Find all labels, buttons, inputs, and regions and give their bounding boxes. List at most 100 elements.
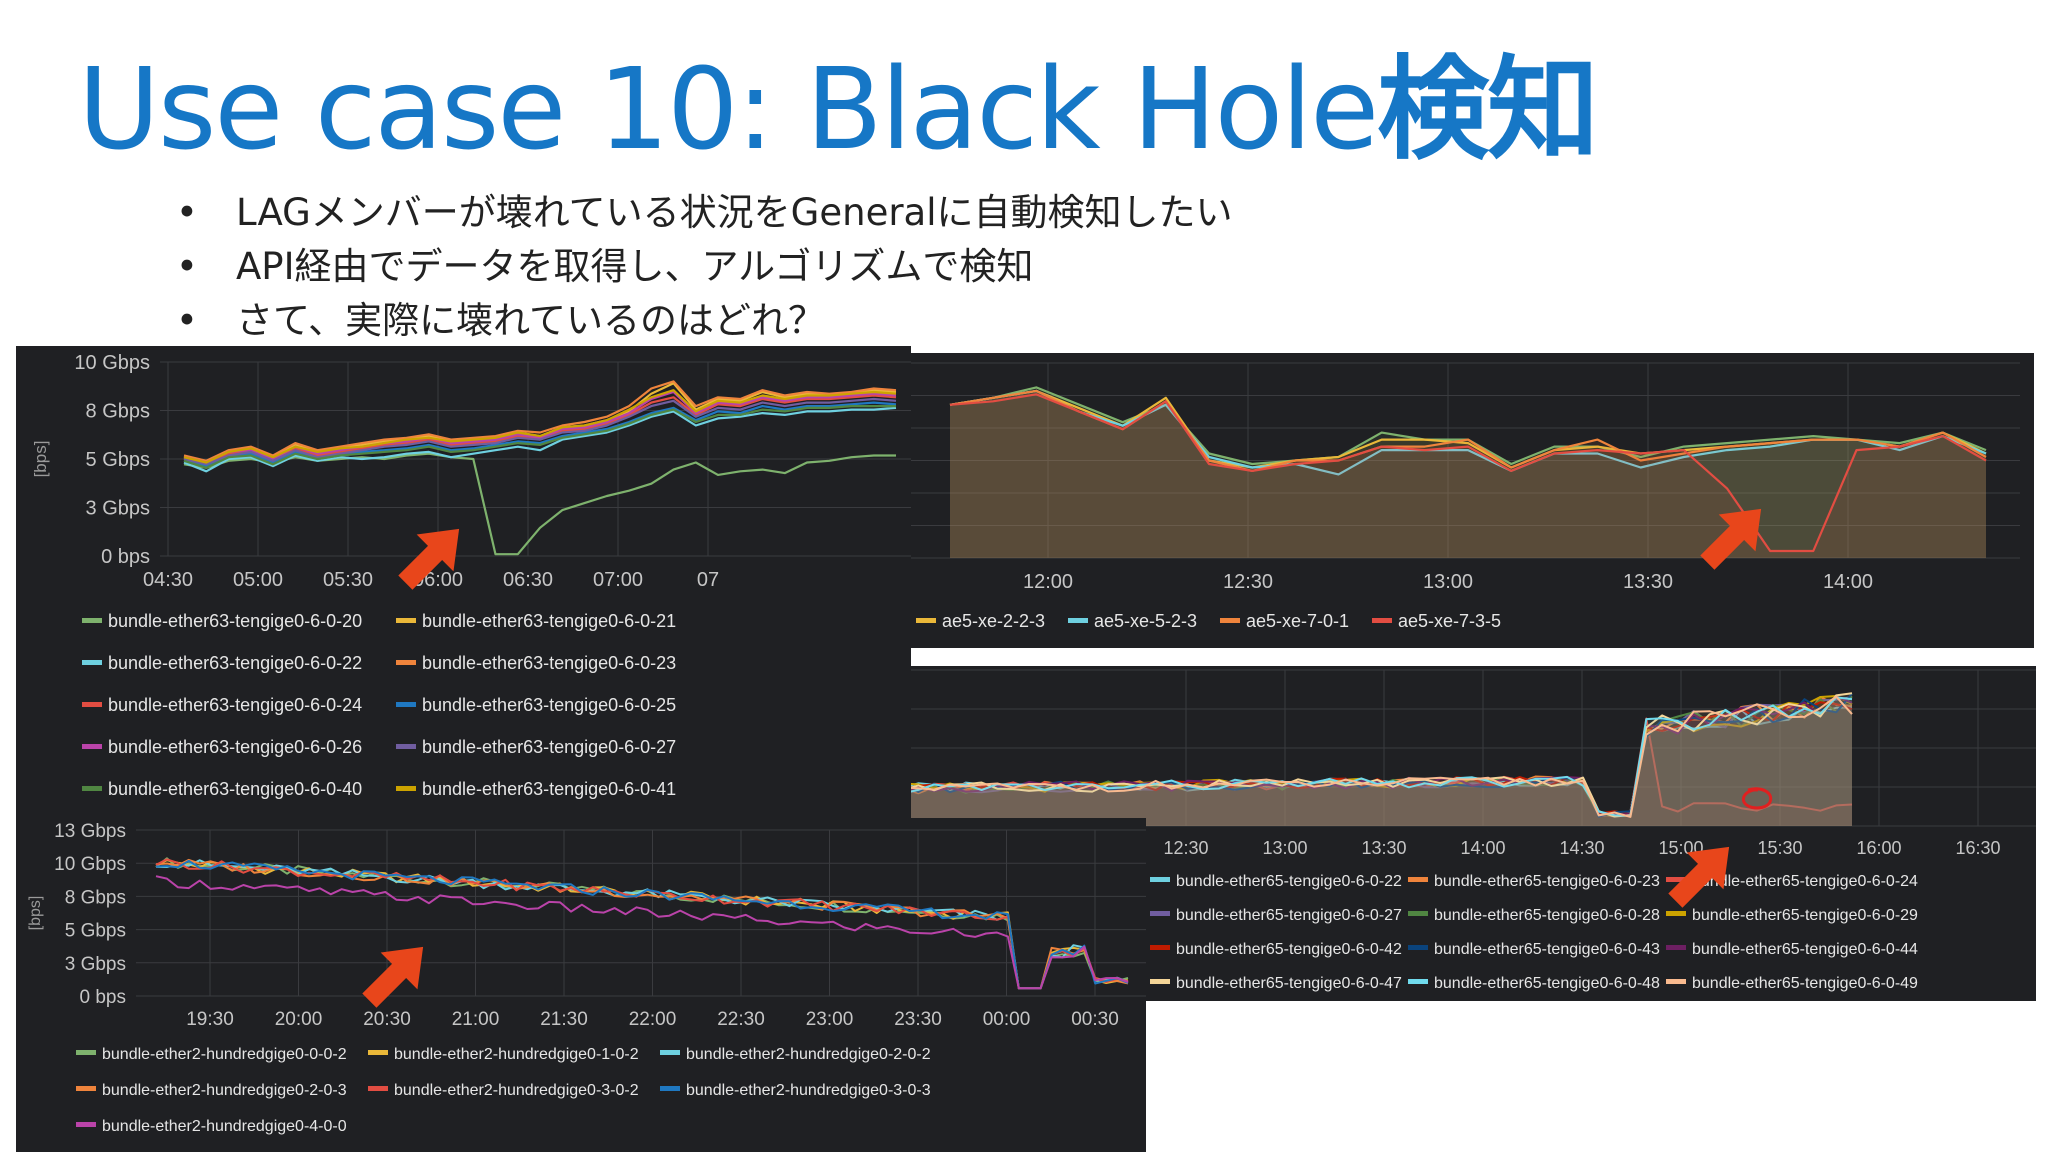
chart-panel-bottom-left: 13 Gbps 10 Gbps 8 Gbps 5 Gbps 3 Gbps 0 bps 19:… [16, 818, 1146, 1152]
legend-item: bundle-ether2-hundredgige0-3-0-3 [660, 1082, 931, 1099]
legend-item: bundle-ether65-tengige0-6-0-29 [1666, 907, 1918, 924]
legend-label: bundle-ether2-hundredgige0-3-0-3 [686, 1082, 931, 1099]
legend-item: bundle-ether65-tengige0-6-0-44 [1666, 941, 1918, 958]
legend-label: ae5-xe-7-0-1 [1246, 611, 1349, 631]
legend-label: bundle-ether65-tengige0-6-0-42 [1176, 941, 1402, 958]
series-line [183, 389, 897, 464]
x-tick-label: 00:00 [983, 1009, 1031, 1030]
legend-label: ae5-xe-2-2-3 [942, 611, 1045, 631]
legend-item: bundle-ether63-tengige0-6-0-21 [396, 611, 676, 631]
legend-label: bundle-ether63-tengige0-6-0-22 [108, 653, 362, 673]
x-tick-label: 22:30 [717, 1009, 765, 1030]
legend-swatch [1220, 618, 1240, 623]
legend-swatch [1408, 979, 1428, 984]
x-tick-label: 05:30 [323, 569, 373, 591]
x-tick-label: 14:30 [1559, 838, 1604, 858]
legend-item: bundle-ether2-hundredgige0-0-0-2 [76, 1046, 347, 1063]
legend-label: bundle-ether65-tengige0-6-0-43 [1434, 941, 1660, 958]
legend-label: bundle-ether2-hundredgige0-4-0-0 [102, 1118, 347, 1135]
legend-item: bundle-ether63-tengige0-6-0-40 [82, 779, 362, 799]
series-line [949, 393, 1987, 553]
x-tick-label: 21:00 [452, 1009, 500, 1030]
legend-label: bundle-ether65-tengige0-6-0-44 [1692, 941, 1918, 958]
series-line [155, 859, 1129, 990]
legend-label: bundle-ether2-hundredgige0-1-0-2 [394, 1046, 639, 1063]
series-area [760, 718, 1852, 826]
legend-label: bundle-ether65-tengige0-6-0-48 [1434, 975, 1660, 992]
legend-swatch [1666, 877, 1686, 882]
legend-swatch [82, 660, 102, 665]
legend-item: bundle-ether63-tengige0-6-0-41 [396, 779, 676, 799]
x-tick-label: 19:30 [186, 1009, 234, 1030]
legend-item: bundle-ether65-tengige0-6-0-28 [1408, 907, 1660, 924]
x-tick-label: 12:30 [1163, 838, 1208, 858]
legend-label: bundle-ether65-tengige0-6-0-28 [1434, 907, 1660, 924]
x-tick-label: 04:30 [143, 569, 193, 591]
series-line [183, 452, 896, 556]
legend-swatch [1666, 911, 1686, 916]
legend-swatch [1408, 911, 1428, 916]
bullet-item: さて、実際に壊れているのはどれ？ [176, 294, 1233, 348]
legend-label: bundle-ether2-hundredgige0-3-0-2 [394, 1082, 639, 1099]
legend-item: bundle-ether65-tengige0-6-0-48 [1408, 975, 1660, 992]
legend-item: ae5-xe-2-2-3 [916, 611, 1045, 631]
series-area [760, 693, 1852, 826]
y-tick-label: 5 Gbps [65, 921, 126, 942]
y-tick-label: 0 bps [101, 546, 150, 568]
series-area [760, 707, 1852, 826]
legend-item: bundle-ether2-hundredgige0-3-0-2 [368, 1082, 639, 1099]
x-tick-label: 12:00 [1023, 571, 1073, 593]
series-area [760, 697, 1852, 826]
x-tick-label: 14:00 [1460, 838, 1505, 858]
series-line [155, 875, 1129, 990]
legend-swatch [1150, 911, 1170, 916]
legend-item: bundle-ether65-tengige0-6-0-49 [1666, 975, 1918, 992]
x-tick-label: 15:30 [1757, 838, 1802, 858]
bullet-item: API経由でデータを取得し、アルゴリズムで検知 [176, 240, 1233, 294]
x-tick-label: 22:00 [629, 1009, 677, 1030]
x-tick-label: 12:30 [1223, 571, 1273, 593]
legend-swatch [1150, 979, 1170, 984]
x-tick-label: 21:30 [540, 1009, 588, 1030]
legend-item: bundle-ether2-hundredgige0-1-0-2 [368, 1046, 639, 1063]
legend-swatch [82, 744, 102, 749]
legend-label: bundle-ether63-tengige0-6-0-24 [108, 695, 362, 715]
series-area [760, 697, 1852, 826]
series-area [760, 696, 1852, 826]
legend-label: bundle-ether2-hundredgige0-2-0-3 [102, 1082, 347, 1099]
legend-swatch [368, 1050, 388, 1055]
bullet-item: LAGメンバーが壊れている状況をGeneralに自動検知したい [176, 186, 1233, 240]
legend-swatch [396, 744, 416, 749]
legend-swatch [76, 1086, 96, 1091]
legend-label: bundle-ether63-tengige0-6-0-26 [108, 737, 362, 757]
x-tick-label: 14:00 [1823, 571, 1873, 593]
legend-label: bundle-ether65-tengige0-6-0-47 [1176, 975, 1402, 992]
legend-swatch [1408, 877, 1428, 882]
y-tick-label: 3 Gbps [65, 954, 126, 975]
chart-panel-top-left: 10 Gbps 8 Gbps 5 Gbps 3 Gbps 0 bps 04:30 05:00… [16, 346, 911, 818]
y-tick-label: 13 Gbps [54, 821, 126, 842]
legend-item: ae5-xe-7-3-5 [1372, 611, 1501, 631]
legend-item: bundle-ether63-tengige0-6-0-20 [82, 611, 362, 631]
legend-item: ae5-xe-5-2-3 [1068, 611, 1197, 631]
chart-bottom-left: 13 Gbps 10 Gbps 8 Gbps 5 Gbps 3 Gbps 0 bps 19:… [27, 821, 1146, 1135]
legend-label: bundle-ether2-hundredgige0-2-0-2 [686, 1046, 931, 1063]
series-line [155, 857, 1129, 990]
x-tick-label: 00:30 [1071, 1009, 1119, 1030]
legend-label: bundle-ether63-tengige0-6-0-40 [108, 779, 362, 799]
series-area [760, 697, 1852, 826]
legend-swatch [1150, 877, 1170, 882]
legend-swatch [1666, 945, 1686, 950]
y-tick-label: 10 Gbps [74, 352, 150, 374]
legend-label: bundle-ether63-tengige0-6-0-25 [422, 695, 676, 715]
y-axis-label: [bps] [31, 441, 50, 478]
x-tick-label: 23:00 [806, 1009, 854, 1030]
x-tick-label: 13:00 [1262, 838, 1307, 858]
legend-label: bundle-ether63-tengige0-6-0-27 [422, 737, 676, 757]
series-line [183, 380, 897, 462]
x-tick-label: 07 [697, 569, 719, 591]
y-tick-label: 0 bps [80, 987, 126, 1008]
series-line [155, 858, 1129, 990]
legend-swatch [82, 702, 102, 707]
